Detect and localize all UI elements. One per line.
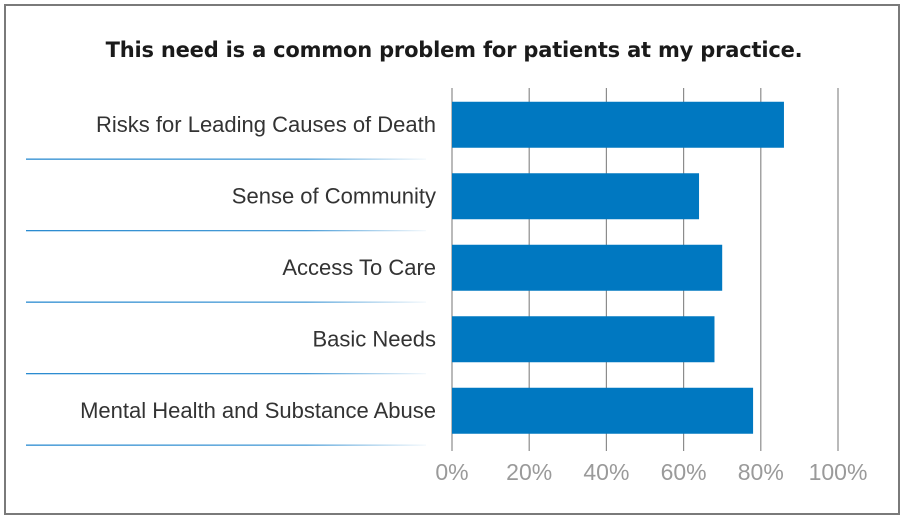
tick-label-3: 60% [661, 459, 707, 485]
tick-label-2: 40% [583, 459, 629, 485]
tick-labels: 0% 20% 40% 60% 80% 100% [435, 459, 867, 485]
row-separator-2 [26, 301, 426, 303]
tick-label-5: 100% [809, 459, 868, 485]
bar-4 [452, 387, 754, 434]
row-separators [26, 158, 426, 446]
tick-label-1: 20% [506, 459, 552, 485]
row-separator-1 [26, 230, 426, 232]
category-label-3: Basic Needs [312, 326, 436, 351]
row-separator-3 [26, 373, 426, 375]
category-labels: Risks for Leading Causes of Death Sense o… [80, 112, 436, 423]
category-label-0: Risks for Leading Causes of Death [96, 112, 436, 137]
category-label-1: Sense of Community [232, 183, 436, 208]
tick-label-0: 0% [435, 459, 468, 485]
row-separator-4 [26, 444, 426, 446]
bar-0 [452, 101, 784, 148]
category-label-2: Access To Care [282, 255, 436, 280]
tick-label-4: 80% [738, 459, 784, 485]
category-label-4: Mental Health and Substance Abuse [80, 398, 436, 423]
bar-2 [452, 244, 723, 291]
bar-1 [452, 173, 700, 220]
chart-title: This need is a common problem for patien… [105, 38, 803, 62]
bars [452, 101, 784, 434]
row-separator-0 [26, 158, 426, 160]
bar-3 [452, 316, 715, 363]
